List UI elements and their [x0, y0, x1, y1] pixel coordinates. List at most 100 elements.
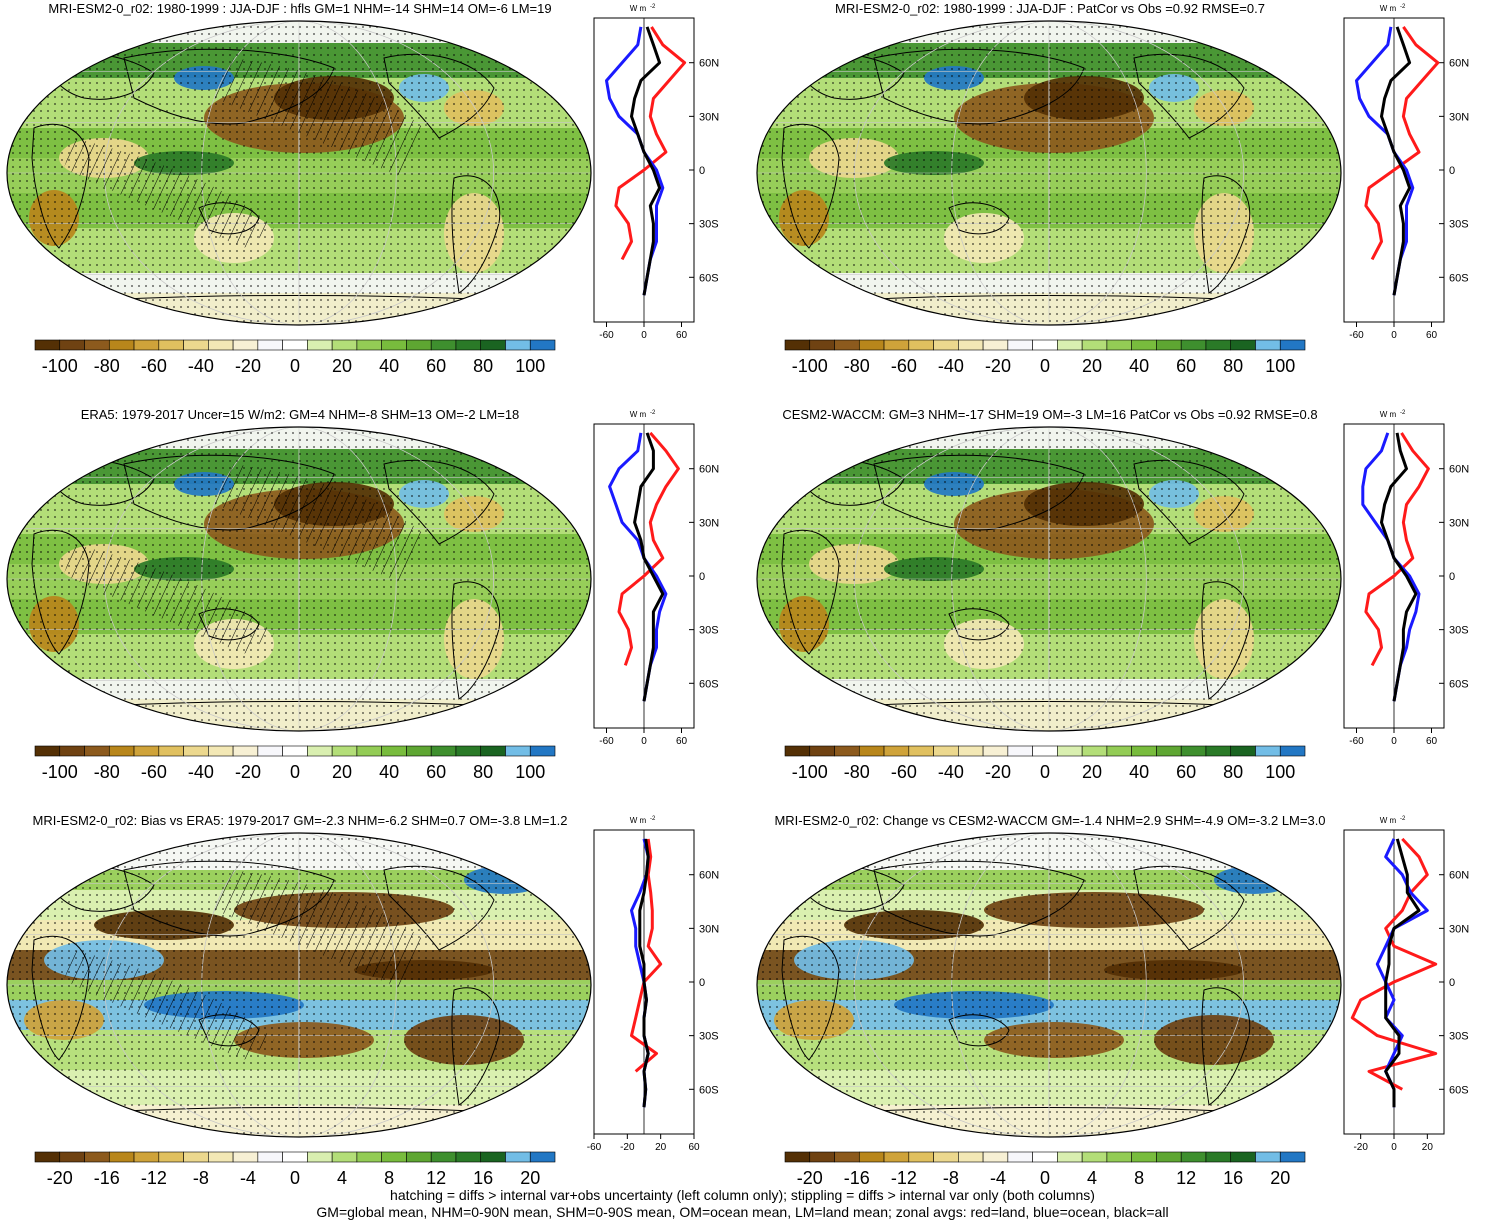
x-tick-label: 60: [676, 736, 688, 747]
y-tick-label: 60N: [1449, 464, 1469, 476]
series-line-all: [1380, 26, 1412, 296]
series-line-all: [638, 838, 650, 1108]
colorbar-tick-label: 0: [290, 356, 300, 376]
units-label: W m: [1380, 4, 1397, 13]
colorbar-tick-label: -16: [94, 1168, 120, 1188]
colorbar-swatch: [307, 745, 333, 757]
colorbar-swatch: [933, 339, 959, 351]
world-map: [6, 832, 592, 1138]
colorbar-tick-label: 100: [1265, 762, 1295, 782]
units-label: W m: [630, 4, 647, 13]
colorbar-tick-label: 16: [473, 1168, 493, 1188]
colorbar-swatch: [455, 1151, 482, 1163]
map-border: [6, 426, 592, 732]
colorbar-swatch: [1230, 1151, 1256, 1163]
world-map: [6, 20, 592, 326]
colorbar-swatch: [1255, 339, 1281, 351]
colorbar: -20 -16 -12 -8 -4 0 4 8 12 16 20: [784, 1151, 1306, 1188]
world-map: [756, 832, 1342, 1138]
panel-6: MRI-ESM2-0_r02: Change vs CESM2-WACCM GM…: [750, 812, 1485, 1218]
colorbar-tick-label: 100: [515, 762, 545, 782]
map-field: [757, 427, 1341, 731]
colorbar-swatch: [1057, 339, 1083, 351]
colorbar-tick-label: -20: [985, 762, 1011, 782]
y-tick-label: 60S: [699, 272, 719, 284]
colorbar-swatch: [809, 339, 835, 351]
y-tick-label: 60S: [1449, 1084, 1469, 1096]
x-tick-label: 60: [676, 330, 688, 341]
colorbar-tick-label: 60: [1176, 356, 1196, 376]
colorbar-swatch: [158, 745, 184, 757]
figure-caption: hatching = diffs > internal var+obs unce…: [0, 1187, 1485, 1221]
colorbar-swatch: [1180, 745, 1207, 757]
y-tick-label: 30N: [1449, 111, 1469, 123]
zonal-mean-plot: W m -2 60N 30N 0 30S 60S -60 0 60: [593, 4, 719, 341]
colorbar-swatch: [108, 1151, 135, 1163]
colorbar-swatch: [1131, 745, 1157, 757]
colorbar-swatch: [356, 745, 382, 757]
colorbar-swatch: [59, 339, 85, 351]
x-tick-label: 0: [1391, 736, 1397, 747]
colorbar-swatch: [858, 339, 885, 351]
hatching: [214, 58, 424, 178]
world-map: [756, 426, 1342, 732]
colorbar-tick-label: -100: [42, 762, 78, 782]
colorbar-tick-label: -100: [42, 356, 78, 376]
caption-line-2: GM=global mean, NHM=0-90N mean, SHM=0-90…: [316, 1204, 1169, 1220]
colorbar: -100 -80 -60 -40 -20 0 20 40 60 80 100: [784, 339, 1306, 376]
units-superscript: -2: [1400, 410, 1406, 416]
colorbar-swatch: [1032, 745, 1058, 757]
colorbar-swatch: [1057, 745, 1083, 757]
y-tick-label: 30N: [699, 923, 719, 935]
panel-title: MRI-ESM2-0_r02: Change vs CESM2-WACCM GM…: [774, 813, 1326, 828]
colorbar-swatch: [1205, 1151, 1232, 1163]
colorbar-tick-label: 12: [426, 1168, 446, 1188]
map-field: [757, 833, 1341, 1137]
colorbar-tick-label: -8: [193, 1168, 209, 1188]
y-tick-label: 60N: [699, 870, 719, 882]
stippling: [757, 833, 1341, 1137]
colorbar-swatch: [982, 745, 1009, 757]
colorbar-tick-label: 80: [1223, 356, 1243, 376]
colorbar-tick-label: -40: [188, 356, 214, 376]
colorbar-tick-label: 80: [1223, 762, 1243, 782]
colorbar-swatch: [505, 745, 531, 757]
colorbar-swatch: [982, 1151, 1009, 1163]
colorbar-swatch: [1081, 1151, 1108, 1163]
colorbar-tick-label: 100: [1265, 356, 1295, 376]
colorbar-swatch: [505, 1151, 531, 1163]
colorbar-swatch: [406, 339, 432, 351]
x-tick-label: 60: [1426, 736, 1438, 747]
colorbar-swatch: [529, 1151, 556, 1163]
colorbar-tick-label: 16: [1223, 1168, 1243, 1188]
colorbar-swatch: [406, 1151, 432, 1163]
y-tick-label: 60N: [699, 58, 719, 70]
colorbar-swatch: [1081, 339, 1108, 351]
colorbar-swatch: [430, 745, 457, 757]
y-tick-label: 30N: [1449, 923, 1469, 935]
colorbar-tick-label: -4: [240, 1168, 256, 1188]
colorbar-swatch: [784, 1151, 811, 1163]
y-tick-label: 30N: [1449, 517, 1469, 529]
colorbar-swatch: [381, 745, 407, 757]
series-line-land: [614, 26, 687, 261]
colorbar-swatch: [257, 745, 283, 757]
y-tick-label: 30S: [699, 219, 719, 231]
x-tick-label: -60: [1349, 330, 1364, 341]
stippling: [757, 427, 1341, 731]
hatching: [214, 870, 424, 990]
map-border: [6, 832, 592, 1138]
y-tick-label: 0: [1449, 977, 1455, 989]
panel-title: MRI-ESM2-0_r02: 1980-1999 : JJA-DJF : hf…: [48, 1, 552, 16]
y-tick-label: 0: [1449, 571, 1455, 583]
map-border: [6, 20, 592, 326]
colorbar-swatch: [232, 1151, 259, 1163]
colorbar-tick-label: 0: [290, 1168, 300, 1188]
colorbar-tick-label: 12: [1176, 1168, 1196, 1188]
colorbar-tick-label: -80: [94, 356, 120, 376]
colorbar-swatch: [1230, 745, 1256, 757]
colorbar-swatch: [1180, 1151, 1207, 1163]
colorbar-tick-label: 20: [1082, 356, 1102, 376]
colorbar-tick-label: 80: [473, 356, 493, 376]
colorbar-swatch: [108, 745, 135, 757]
